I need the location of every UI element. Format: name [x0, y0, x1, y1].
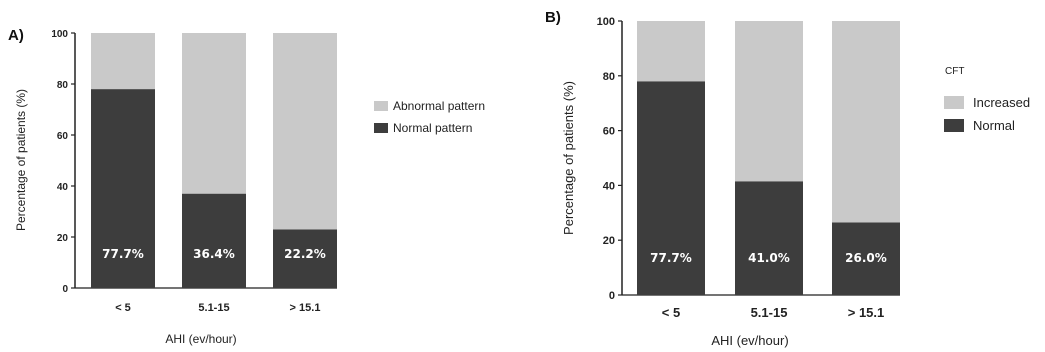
- panel-b-y-tick-label: 80: [603, 71, 615, 83]
- panel-a-bar-upper-2: [273, 33, 337, 230]
- panel-b-bar-upper-0: [637, 21, 705, 82]
- panel-b-data-label-0: 77.7%: [650, 251, 692, 265]
- panel-a-data-label-1: 36.4%: [193, 247, 235, 261]
- panel-a-legend-swatch-normal: [374, 123, 388, 133]
- panel-b: B) Percentage of patients (%) AHI (ev/ho…: [545, 9, 1030, 348]
- panel-b-label: B): [545, 9, 561, 26]
- panel-b-y-tick-label: 0: [609, 290, 615, 302]
- panel-a-plot: 0 20 40 60 80 100 77.7% < 5 36.4% 5.1-15 22.2% > 15…: [51, 29, 337, 314]
- panel-a-legend-swatch-abnormal: [374, 101, 388, 111]
- panel-a-x-tick-label-2: > 15.1: [290, 302, 321, 314]
- panel-a-bar-normal-2: [273, 229, 337, 288]
- panel-b-legend-swatch-increased: [944, 96, 964, 109]
- panel-a-y-tick-label: 20: [57, 233, 69, 244]
- panel-a-data-label-2: 22.2%: [284, 247, 326, 261]
- panel-b-data-label-2: 26.0%: [845, 251, 887, 265]
- panel-a-bar-normal-0: [91, 89, 155, 288]
- panel-b-legend-label-normal: Normal: [973, 118, 1015, 133]
- panel-a-x-axis-title: AHI (ev/hour): [165, 332, 236, 346]
- panel-b-bar-normal-1: [735, 181, 803, 295]
- panel-b-legend-label-increased: Increased: [973, 95, 1030, 110]
- panel-b-y-axis-title: Percentage of patients (%): [561, 81, 576, 235]
- panel-b-bar-upper-1: [735, 21, 803, 182]
- panel-a-bar-upper-1: [182, 33, 246, 194]
- panel-a-y-tick-label: 40: [57, 182, 69, 193]
- panel-a-y-tick-label: 100: [51, 29, 68, 40]
- panel-a-y-tick-label: 0: [62, 284, 68, 295]
- panel-b-bar-upper-2: [832, 21, 900, 223]
- panel-b-bar-normal-0: [637, 81, 705, 295]
- panel-a: A) Percentage of patients (%) AHI (ev/ho…: [8, 27, 485, 346]
- panel-b-legend-title: CFT: [945, 66, 964, 77]
- panel-b-y-tick-label: 20: [603, 235, 615, 247]
- panel-b-x-tick-label-2: > 15.1: [848, 305, 885, 320]
- panel-a-y-tick-label: 80: [57, 80, 69, 91]
- panel-b-y-tick-label: 60: [603, 126, 615, 138]
- panel-a-label: A): [8, 27, 24, 44]
- panel-b-bar-normal-2: [832, 222, 900, 295]
- panel-a-legend: Abnormal pattern Normal pattern: [374, 99, 485, 135]
- panel-b-y-tick-label: 100: [597, 16, 615, 28]
- panel-a-legend-label-abnormal: Abnormal pattern: [393, 99, 485, 113]
- panel-b-x-tick-label-1: 5.1-15: [751, 305, 788, 320]
- panel-b-data-label-1: 41.0%: [748, 251, 790, 265]
- panel-b-plot: 0 20 40 60 80 100 77.7% < 5 41.0% 5.1-15 26.0% > 15…: [597, 16, 900, 320]
- panel-b-legend-swatch-normal: [944, 119, 964, 132]
- panel-a-y-axis-title: Percentage of patients (%): [14, 89, 28, 231]
- panel-a-bar-normal-1: [182, 193, 246, 288]
- panel-a-bar-upper-0: [91, 33, 155, 90]
- panel-b-x-tick-label-0: < 5: [662, 305, 680, 320]
- panel-b-legend: CFT Increased Normal: [944, 66, 1030, 133]
- panel-b-y-tick-label: 40: [603, 180, 615, 192]
- panel-a-data-label-0: 77.7%: [102, 247, 144, 261]
- panel-b-x-axis-title: AHI (ev/hour): [711, 333, 788, 348]
- panel-a-x-tick-label-0: < 5: [115, 302, 131, 314]
- panel-a-x-tick-label-1: 5.1-15: [198, 302, 229, 314]
- panel-a-y-tick-label: 60: [57, 131, 69, 142]
- panel-a-legend-label-normal: Normal pattern: [393, 121, 472, 135]
